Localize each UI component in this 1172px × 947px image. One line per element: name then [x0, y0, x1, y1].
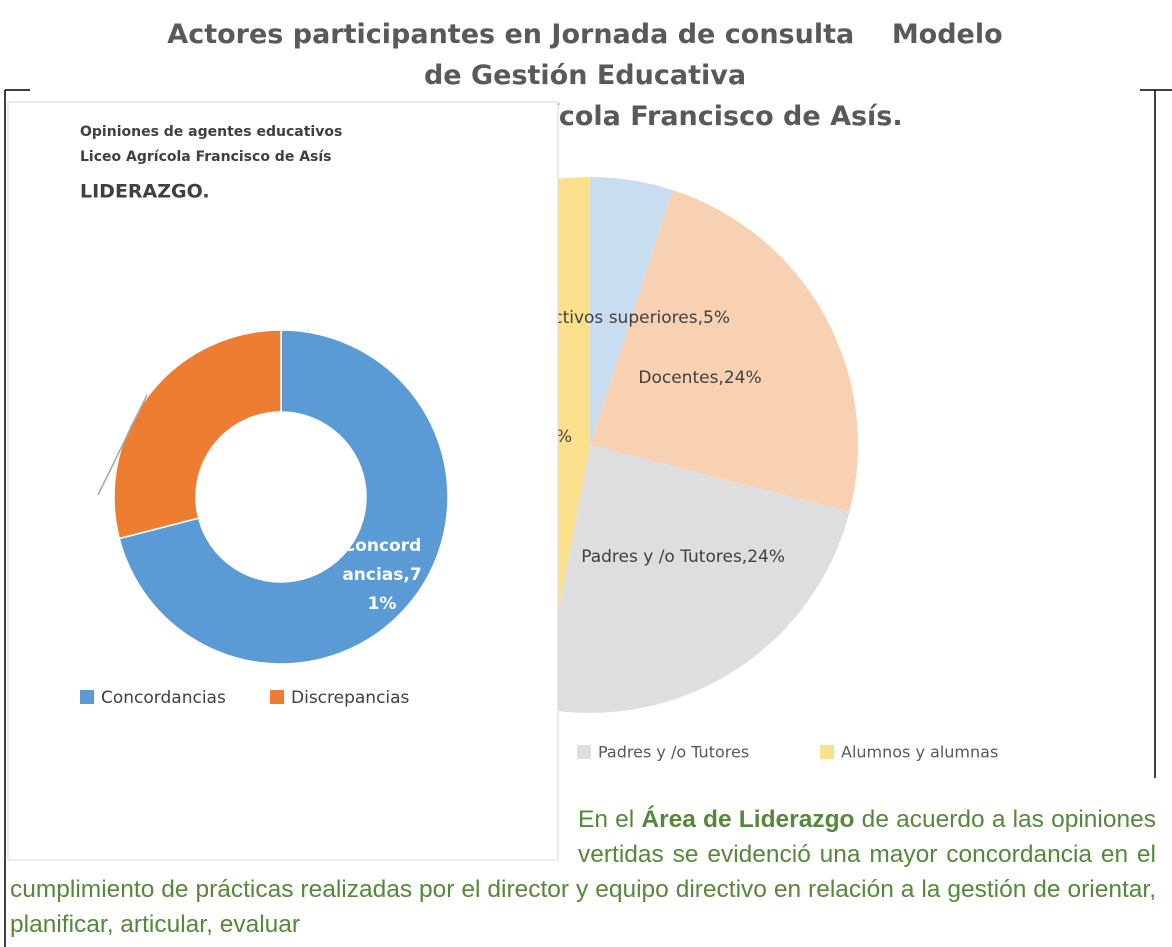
legend-swatch: [270, 690, 284, 704]
data-label: Docentes,24%: [638, 368, 761, 388]
chart-title: Actores participantes en Jornada de cons…: [167, 19, 1013, 91]
slice: [113, 329, 282, 540]
data-label: Directivos superiores,5%: [518, 308, 730, 328]
data-label-box: Concordancias,71%: [342, 536, 422, 614]
chart-box: [7, 101, 559, 861]
bold-text: Área de Liderazgo: [641, 806, 855, 833]
leader-line: [97, 394, 148, 496]
legend-label: Concordancias: [101, 688, 226, 708]
paragraph: En el Área de Liderazgo de acuerdo a las…: [10, 802, 1156, 942]
chart-title: Liceo Agrícola Francisco de Asís: [80, 149, 332, 165]
data-label: Padres y /o Tutores,24%: [581, 547, 785, 567]
slice: [590, 177, 673, 445]
slice: [118, 329, 449, 665]
legend-swatch: [820, 745, 834, 759]
slice: [539, 445, 850, 713]
text: de acuerdo a las opiniones vertidas se e…: [10, 806, 1156, 938]
chart-title-box: Actores participantes en Jornada de cons…: [167, 19, 1013, 132]
text: En el: [578, 806, 642, 833]
legend-swatch: [577, 745, 591, 759]
donut-chart: Opiniones de agentes educativos Liceo Agr…: [7, 101, 559, 861]
legend-swatch: [80, 690, 94, 704]
legend-label: Alumnos y alumnas: [841, 743, 998, 762]
chart-title: Opiniones de agentes educativos: [80, 124, 342, 140]
legend-label: Discrepancias: [291, 688, 410, 708]
legend-label: Padres y /o Tutores: [598, 743, 749, 762]
chart-title: LIDERAZGO.: [80, 181, 210, 203]
slice: [590, 190, 858, 512]
data-label: Concordancias,71%: [342, 536, 422, 614]
